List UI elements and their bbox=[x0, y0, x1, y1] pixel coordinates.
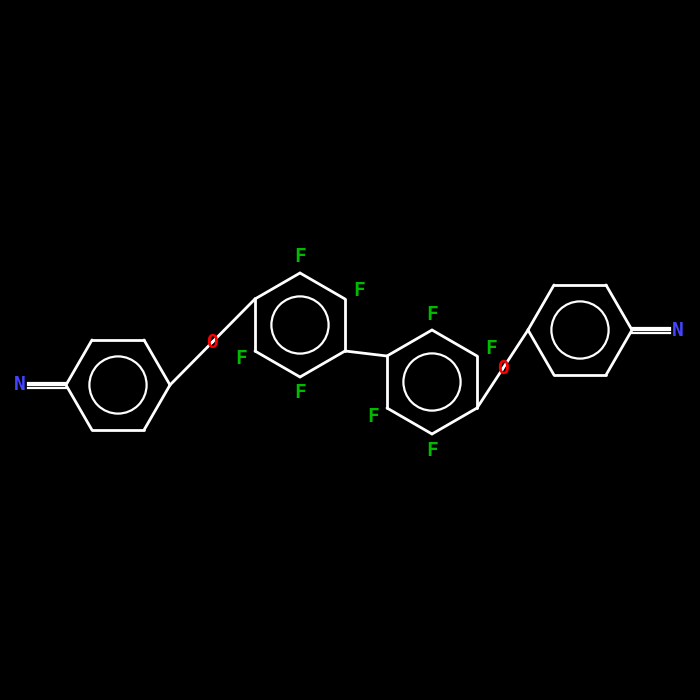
Text: F: F bbox=[294, 248, 306, 267]
Text: O: O bbox=[206, 332, 218, 351]
Text: F: F bbox=[353, 281, 365, 300]
Text: F: F bbox=[485, 339, 497, 358]
Text: F: F bbox=[426, 304, 438, 323]
Text: F: F bbox=[294, 384, 306, 402]
Text: O: O bbox=[496, 360, 508, 379]
Text: F: F bbox=[235, 349, 247, 368]
Text: F: F bbox=[426, 440, 438, 459]
Text: N: N bbox=[672, 321, 684, 340]
Text: N: N bbox=[14, 375, 26, 395]
Text: F: F bbox=[368, 407, 379, 426]
